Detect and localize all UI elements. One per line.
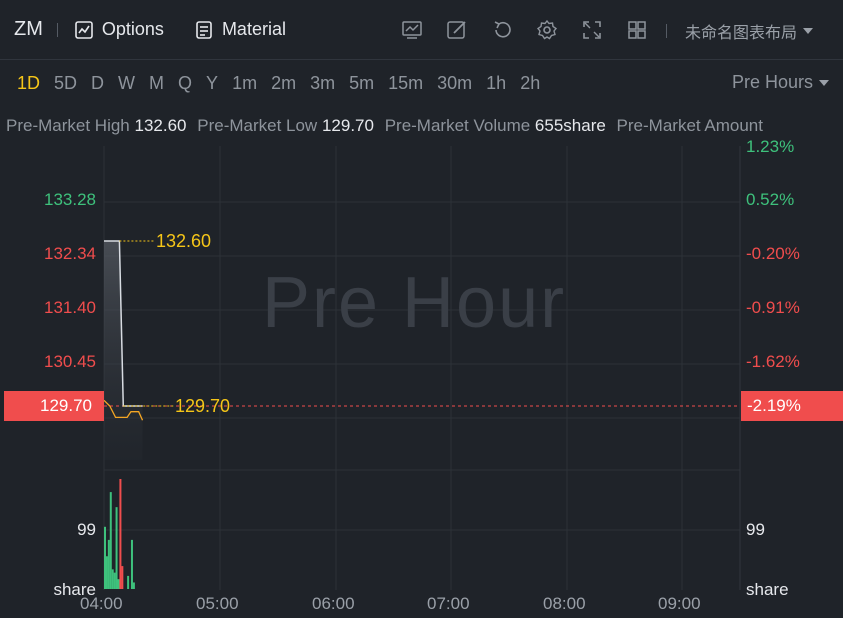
price-area xyxy=(104,241,143,460)
price-axis-label: 133.28 xyxy=(44,190,96,209)
price-axis-label: 132.34 xyxy=(44,244,96,263)
session-selector[interactable]: Pre Hours xyxy=(732,72,829,93)
premarket-low-value: 129.70 xyxy=(321,116,374,135)
percent-axis-label: -1.62% xyxy=(746,352,800,371)
top-toolbar: ZM Options Material 未命名图表布局 xyxy=(0,0,843,60)
draw-icon[interactable] xyxy=(446,19,468,41)
period-tab[interactable]: 5D xyxy=(54,72,78,93)
volume-bar xyxy=(109,492,112,589)
session-selector-label: Pre Hours xyxy=(731,72,813,92)
chevron-down-icon xyxy=(803,28,814,34)
symbol-label[interactable]: ZM xyxy=(14,18,43,40)
premarket-amount-label: Pre-Market Amount xyxy=(616,116,763,135)
premarket-high-label: Pre-Market High xyxy=(6,116,130,135)
volume-bar xyxy=(107,539,110,589)
percent-axis-label: 1.23% xyxy=(746,137,795,156)
layout-grid-icon[interactable] xyxy=(626,19,648,41)
volume-bar xyxy=(121,566,124,589)
volume-axis-right-unit: share xyxy=(746,580,789,599)
layout-selector[interactable]: 未命名图表布局 xyxy=(666,19,814,43)
options-label: Options xyxy=(101,19,164,39)
options-button[interactable]: Options xyxy=(74,19,164,40)
material-label: Material xyxy=(221,19,286,39)
period-tab[interactable]: 1D xyxy=(17,72,41,93)
period-tab[interactable]: 2m xyxy=(271,72,297,93)
layout-name: 未命名图表布局 xyxy=(685,23,798,42)
period-tab[interactable]: Y xyxy=(206,72,219,93)
volume-bar xyxy=(111,569,114,589)
time-axis-label: 06:00 xyxy=(312,594,355,613)
volume-bar xyxy=(117,579,120,589)
time-axis-label: 09:00 xyxy=(658,594,701,613)
period-tab[interactable]: Q xyxy=(178,72,193,93)
price-axis-label: 131.40 xyxy=(44,298,96,317)
reset-icon[interactable] xyxy=(491,19,513,41)
percent-axis-label: 0.52% xyxy=(746,190,795,209)
premarket-volume-value: 655share xyxy=(534,116,606,135)
period-tab[interactable]: 1h xyxy=(486,72,507,93)
period-tab[interactable]: 2h xyxy=(520,72,541,93)
period-tab[interactable]: D xyxy=(91,72,105,93)
volume-axis-right-value: 99 xyxy=(746,520,765,539)
volume-bar xyxy=(104,526,106,589)
period-tab[interactable]: 30m xyxy=(437,72,473,93)
volume-bar xyxy=(105,556,108,589)
volume-bar xyxy=(119,479,122,589)
volume-bar xyxy=(113,572,116,589)
time-axis-label: 05:00 xyxy=(196,594,239,613)
material-button[interactable]: Material xyxy=(194,19,286,40)
percent-axis-label: -0.91% xyxy=(746,298,800,317)
toolbar-divider xyxy=(666,24,667,38)
low-price-marker-label: 129.70 xyxy=(175,396,231,416)
volume-bar xyxy=(132,582,135,589)
premarket-low-label: Pre-Market Low xyxy=(197,116,318,135)
last-price-tag: 129.70 xyxy=(4,391,104,421)
chevron-down-icon xyxy=(819,79,829,86)
premarket-volume-label: Pre-Market Volume xyxy=(384,116,531,135)
options-chart-icon xyxy=(75,20,93,39)
volume-bar xyxy=(115,507,118,589)
chart-watermark: Pre Hour xyxy=(262,263,567,343)
fullscreen-icon[interactable] xyxy=(581,19,603,41)
material-doc-icon xyxy=(196,20,212,39)
period-tab[interactable]: 15m xyxy=(388,72,424,93)
high-price-marker-label: 132.60 xyxy=(156,231,212,251)
time-axis-label: 07:00 xyxy=(427,594,470,613)
period-tab[interactable]: 5m xyxy=(349,72,375,93)
toolbar-divider xyxy=(56,22,58,37)
period-tab[interactable]: 1m xyxy=(232,72,258,93)
last-change-tag: -2.19% xyxy=(741,391,843,421)
price-series-line xyxy=(104,240,143,407)
period-tab[interactable]: 3m xyxy=(310,72,336,93)
time-axis-label: 08:00 xyxy=(543,594,586,613)
period-tab[interactable]: M xyxy=(149,72,165,93)
period-tab[interactable]: W xyxy=(118,72,136,93)
volume-axis-left-unit: share xyxy=(53,580,96,599)
indicator-icon[interactable] xyxy=(401,19,423,41)
volume-bar xyxy=(127,575,130,589)
premarket-info-bar: Pre-Market High 132.60 Pre-Market Low 12… xyxy=(0,110,843,142)
price-axis-label: 130.45 xyxy=(44,352,96,371)
volume-bar xyxy=(130,539,133,589)
percent-axis-label: -0.20% xyxy=(746,244,800,263)
time-axis-label: 04:00 xyxy=(80,594,123,613)
period-tabs: 1D 5D D W M Q Y 1m 2m 3m 5m 15m 30m 1h 2h xyxy=(0,62,843,104)
volume-axis-left-value: 99 xyxy=(77,520,96,539)
average-price-line xyxy=(103,399,144,421)
premarket-high-value: 132.60 xyxy=(134,116,187,135)
settings-icon[interactable] xyxy=(536,19,558,41)
